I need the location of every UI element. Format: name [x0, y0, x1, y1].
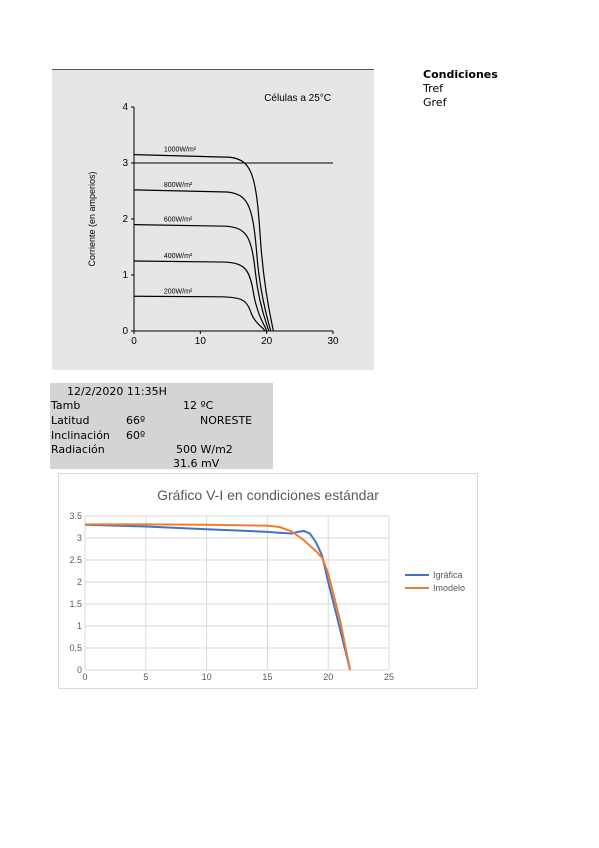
- y-tick-label: 0.5: [69, 643, 82, 653]
- info-inclinacion-value: 60º: [126, 429, 146, 442]
- y-axis-label: Corriente (en amperios): [87, 171, 97, 266]
- info-tamb-value: 12 ºC: [183, 399, 214, 412]
- info-inclinacion-label: Inclinación: [51, 429, 110, 442]
- iv-curve: [133, 295, 266, 332]
- vi-standard-chart: Gráfico V-I en condiciones estándar 0 0.5 1…: [58, 473, 478, 689]
- series-line-2: [85, 523, 352, 671]
- iv-curve: [133, 189, 272, 332]
- y-tick-label: 3: [122, 158, 128, 169]
- chart-title: Gráfico V-I en condiciones estándar: [157, 487, 379, 503]
- legend-label: Igráfica: [433, 570, 463, 580]
- iv-curves-chart: 0 10 20 30 0 1 2 3 4 Corriente (en amperios) Célul…: [52, 70, 374, 370]
- info-latitud-label: Latitud: [51, 414, 90, 427]
- info-datetime: 12/2/2020 11:35H: [67, 385, 167, 398]
- info-radiacion-value: 500 W/m2: [176, 443, 233, 456]
- conditions-tref: Tref: [423, 82, 444, 95]
- iv-curve: [133, 224, 270, 332]
- iv-curve: [133, 154, 274, 332]
- x-tick-label: 5: [143, 672, 148, 682]
- y-tick-label: 1.5: [69, 599, 82, 609]
- curve-label: 1000W/m²: [164, 147, 197, 154]
- vi-standard-svg: Gráfico V-I en condiciones estándar 0 0.5 1…: [69, 487, 465, 682]
- info-tamb-label: Tamb: [51, 399, 81, 412]
- curve-label: 600W/m²: [164, 217, 193, 224]
- x-tick-label: 15: [262, 672, 272, 682]
- iv-curve: [133, 260, 268, 332]
- x-tick-label: 20: [323, 672, 333, 682]
- info-latitud-value: 66º: [126, 414, 146, 427]
- x-tick-label: 0: [82, 672, 87, 682]
- measurement-info-box: 12/2/2020 11:35H Tamb 12 ºC Latitud 66º …: [50, 383, 273, 470]
- x-tick-label: 0: [131, 336, 137, 347]
- conditions-gref: Gref: [423, 96, 447, 109]
- y-tick-label: 0: [77, 665, 82, 675]
- legend-label: Imodelo: [433, 583, 465, 593]
- curve-label: 800W/m²: [164, 182, 193, 189]
- conditions-heading: Condiciones: [423, 68, 498, 81]
- curve-label: 200W/m²: [164, 288, 193, 295]
- y-tick-label: 1: [77, 621, 82, 631]
- chart-annotation: Células a 25°C: [264, 93, 331, 104]
- y-tick-label: 1: [122, 270, 128, 281]
- y-tick-label: 0: [122, 326, 128, 337]
- x-tick-label: 10: [202, 672, 212, 682]
- x-tick-label: 20: [261, 336, 273, 347]
- info-orientation: NORESTE: [200, 414, 253, 427]
- info-radiacion-label: Radiación: [51, 443, 105, 456]
- y-tick-label: 2: [77, 577, 82, 587]
- info-voltage-value: 31.6 mV: [173, 457, 220, 470]
- y-tick-label: 3: [77, 533, 82, 543]
- x-tick-label: 30: [327, 336, 339, 347]
- top-divider: [52, 69, 374, 70]
- y-tick-label: 2: [122, 214, 128, 225]
- y-tick-label: 2.5: [69, 555, 82, 565]
- conditions-block: Condiciones Tref Gref: [423, 68, 498, 110]
- x-tick-label: 25: [384, 672, 394, 682]
- y-tick-label: 4: [122, 102, 128, 113]
- series-line-1: [84, 523, 352, 671]
- curve-label: 400W/m²: [164, 253, 193, 260]
- iv-curves-svg: 0 10 20 30 0 1 2 3 4 Corriente (en amperios) Célul…: [87, 93, 339, 347]
- y-tick-label: 3.5: [69, 511, 82, 521]
- x-tick-label: 10: [195, 336, 207, 347]
